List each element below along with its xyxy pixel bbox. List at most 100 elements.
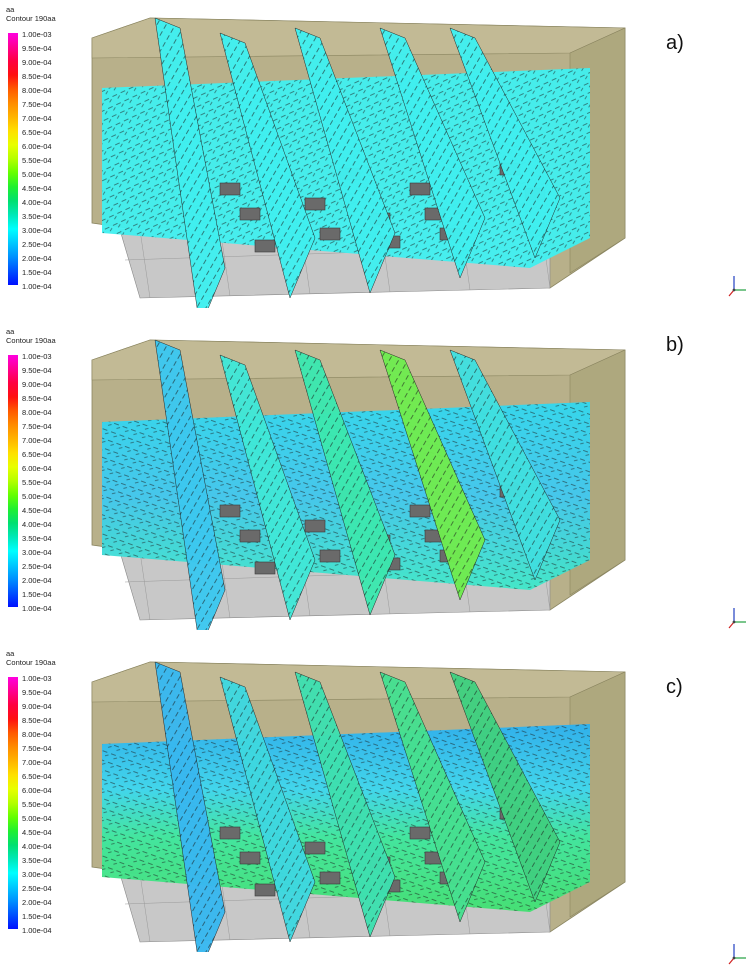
- colorbar-tick-label: 9.50e-04: [22, 366, 52, 375]
- colorbar-tick-label: 2.50e-04: [22, 884, 52, 893]
- colorbar-tick-label: 9.50e-04: [22, 688, 52, 697]
- colorbar-tick-label: 3.00e-04: [22, 870, 52, 879]
- colorbar-tick-label: 5.50e-04: [22, 478, 52, 487]
- colorbar-segment: [8, 145, 18, 159]
- legend-variable: aa: [6, 649, 15, 658]
- obstacle-box: [219, 504, 241, 518]
- colorbar-segment: [8, 257, 18, 271]
- axis-origin: [732, 956, 736, 960]
- colorbar-segment: [8, 117, 18, 131]
- colorbar-segment: [8, 523, 18, 537]
- colorbar-segment: [8, 705, 18, 719]
- colorbar-segment: [8, 873, 18, 887]
- legend-variable: aa: [6, 5, 15, 14]
- floor-gridline: [139, 551, 151, 621]
- legend-variable: aa: [6, 327, 15, 336]
- colorbar-tick-label: 5.00e-04: [22, 492, 52, 501]
- colorbar-tick-label: 8.50e-04: [22, 394, 52, 403]
- obstacle-box: [219, 182, 241, 196]
- contour-scene: [80, 652, 640, 973]
- colorbar-tick-label: 9.00e-04: [22, 380, 52, 389]
- colorbar-segment: [8, 747, 18, 761]
- velocity-vectors: [450, 672, 560, 902]
- colorbar-tick-label: 8.00e-04: [22, 408, 52, 417]
- colorbar-segment: [8, 47, 18, 61]
- colorbar-tick-label: 6.00e-04: [22, 786, 52, 795]
- panel-label: a): [666, 32, 684, 54]
- colorbar-tick-label: 6.50e-04: [22, 450, 52, 459]
- room-render: [91, 17, 626, 329]
- colorbar-segment: [8, 75, 18, 89]
- velocity-vectors: [380, 28, 485, 278]
- velocity-vectors: [295, 350, 395, 615]
- colorbar-segment: [8, 229, 18, 243]
- panel-c: aa Contour 190aa 1.00e-03 9.50e-04 9.00e-0…: [0, 644, 750, 973]
- colorbar-tick-label: 2.50e-04: [22, 562, 52, 571]
- colorbar-tick-label: 9.50e-04: [22, 44, 52, 53]
- colorbar-segment: [8, 159, 18, 173]
- velocity-vectors: [450, 350, 560, 580]
- colorbar-tick-label: 4.00e-04: [22, 520, 52, 529]
- colorbar-segment: [8, 187, 18, 201]
- colorbar-tick-label: 9.00e-04: [22, 58, 52, 67]
- colorbar: [8, 677, 18, 929]
- colorbar-segment: [8, 551, 18, 565]
- colorbar-segment: [8, 215, 18, 229]
- colorbar-tick-label: 7.50e-04: [22, 100, 52, 109]
- colorbar-tick-label: 4.00e-04: [22, 198, 52, 207]
- colorbar-tick-label: 2.00e-04: [22, 576, 52, 585]
- axis-origin: [732, 288, 736, 292]
- colorbar-tick-label: 1.00e-04: [22, 604, 52, 613]
- colorbar-tick-label: 1.50e-04: [22, 590, 52, 599]
- colorbar-segment: [8, 775, 18, 789]
- colorbar-legend: aa Contour 190aa 1.00e-03 9.50e-04 9.00e-0…: [6, 327, 66, 613]
- room-render: [91, 661, 626, 973]
- velocity-vectors: [220, 33, 315, 298]
- colorbar-segment: [8, 901, 18, 915]
- obstacle-box: [304, 519, 326, 533]
- colorbar-tick-label: 3.00e-04: [22, 548, 52, 557]
- colorbar-segment: [8, 803, 18, 817]
- colorbar-segment: [8, 691, 18, 705]
- colorbar-ticks: 1.00e-03 9.50e-04 9.00e-04 8.50e-04 8.00e-04…: [22, 672, 52, 938]
- velocity-vectors: [295, 672, 395, 937]
- colorbar-tick-label: 1.00e-03: [22, 352, 52, 361]
- colorbar-tick-label: 5.00e-04: [22, 170, 52, 179]
- obstacle-box: [409, 182, 431, 196]
- colorbar-legend: aa Contour 190aa 1.00e-03 9.50e-04 9.00e-0…: [6, 5, 66, 291]
- obstacle-box: [254, 239, 276, 253]
- velocity-vectors: [380, 350, 485, 600]
- velocity-vectors: [155, 340, 225, 650]
- colorbar-segment: [8, 579, 18, 593]
- colorbar-tick-label: 8.50e-04: [22, 72, 52, 81]
- colorbar-tick-label: 4.50e-04: [22, 506, 52, 515]
- colorbar-segment: [8, 131, 18, 145]
- colorbar-tick-label: 6.50e-04: [22, 128, 52, 137]
- colorbar-segment: [8, 467, 18, 481]
- colorbar-segment: [8, 831, 18, 845]
- colorbar-segment: [8, 761, 18, 775]
- axes-triad-icon: [724, 940, 750, 968]
- colorbar-tick-label: 4.00e-04: [22, 842, 52, 851]
- velocity-vectors: [450, 28, 560, 258]
- colorbar-tick-label: 9.00e-04: [22, 702, 52, 711]
- panel-b: aa Contour 190aa 1.00e-03 9.50e-04 9.00e-0…: [0, 322, 750, 651]
- colorbar-segment: [8, 495, 18, 509]
- colorbar-tick-label: 2.00e-04: [22, 898, 52, 907]
- velocity-vectors: [295, 28, 395, 293]
- colorbar-ticks: 1.00e-03 9.50e-04 9.00e-04 8.50e-04 8.00e-04…: [22, 28, 52, 294]
- colorbar-tick-label: 6.00e-04: [22, 142, 52, 151]
- colorbar-segment: [8, 355, 18, 369]
- colorbar-segment: [8, 509, 18, 523]
- obstacle-box: [304, 841, 326, 855]
- obstacle-box: [319, 549, 341, 563]
- colorbar-tick-label: 3.50e-04: [22, 212, 52, 221]
- obstacle-box: [254, 883, 276, 897]
- colorbar-segment: [8, 537, 18, 551]
- colorbar-tick-label: 1.50e-04: [22, 912, 52, 921]
- colorbar-segment: [8, 789, 18, 803]
- colorbar-segment: [8, 859, 18, 873]
- colorbar-tick-label: 3.50e-04: [22, 856, 52, 865]
- legend-title: Contour 190aa: [6, 658, 56, 667]
- velocity-vectors: [380, 672, 485, 922]
